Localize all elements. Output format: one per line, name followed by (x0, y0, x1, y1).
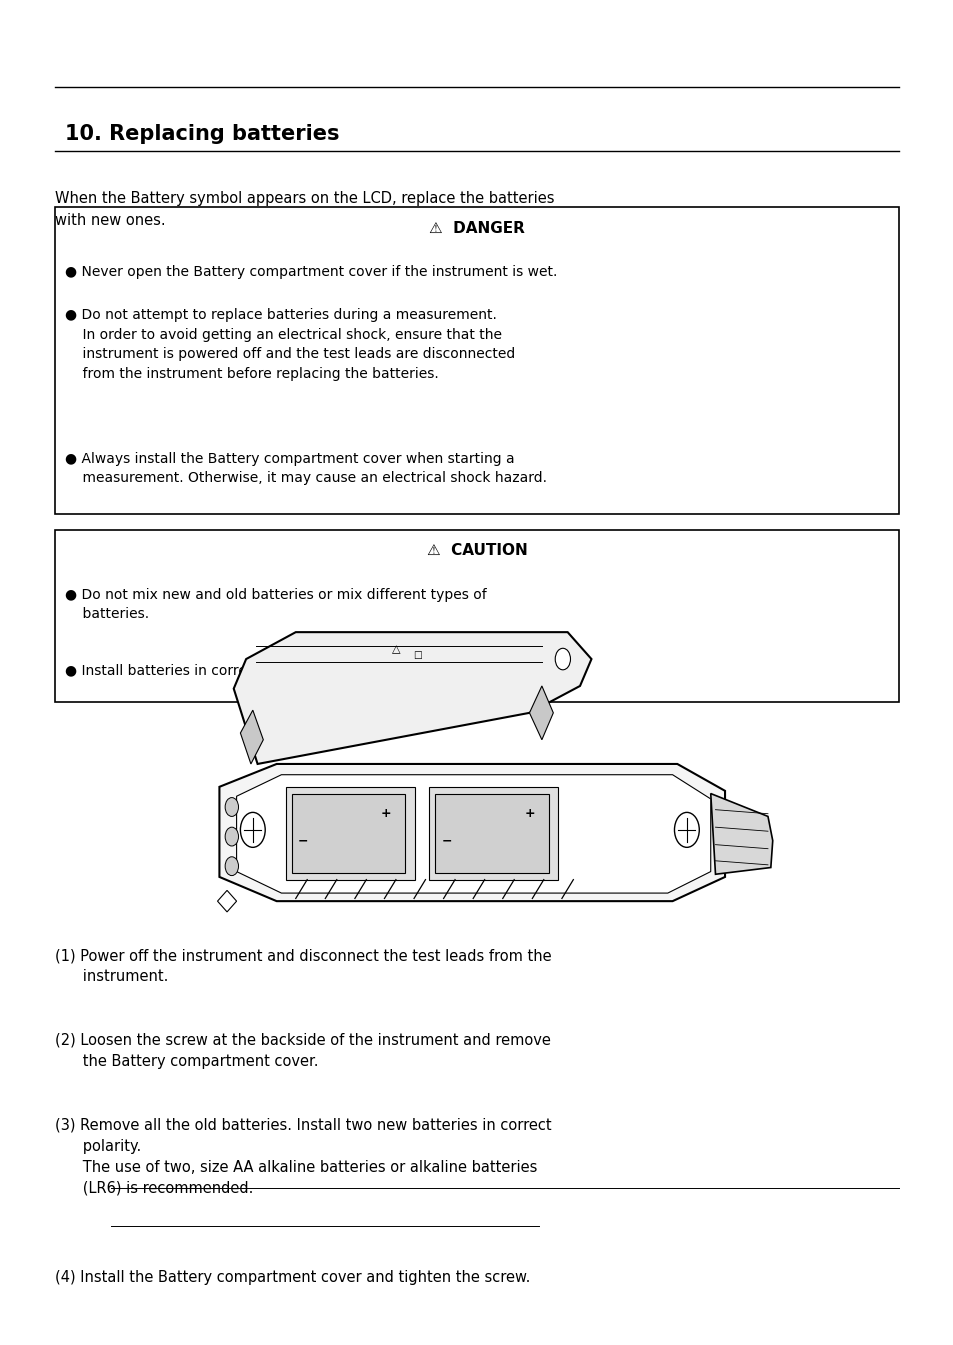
Circle shape (225, 857, 238, 876)
Polygon shape (529, 686, 553, 740)
FancyBboxPatch shape (435, 794, 548, 873)
FancyBboxPatch shape (55, 530, 898, 702)
Circle shape (225, 827, 238, 846)
Polygon shape (286, 787, 415, 880)
Text: ● Do not mix new and old batteries or mix different types of
    batteries.: ● Do not mix new and old batteries or mi… (65, 588, 486, 621)
Text: When the Battery symbol appears on the LCD, replace the batteries
with new ones.: When the Battery symbol appears on the L… (55, 191, 555, 229)
Text: +: + (523, 807, 535, 820)
Polygon shape (217, 890, 236, 912)
Polygon shape (233, 632, 591, 764)
Text: △: △ (392, 644, 399, 654)
Polygon shape (710, 794, 772, 874)
Polygon shape (236, 775, 710, 893)
Circle shape (240, 812, 265, 847)
Text: ● Do not attempt to replace batteries during a measurement.
    In order to avoi: ● Do not attempt to replace batteries du… (65, 308, 515, 381)
FancyBboxPatch shape (292, 794, 405, 873)
Circle shape (225, 798, 238, 816)
Text: 10. Replacing batteries: 10. Replacing batteries (65, 124, 339, 144)
Text: (1) Power off the instrument and disconnect the test leads from the
      instru: (1) Power off the instrument and disconn… (55, 948, 552, 985)
Text: ● Never open the Battery compartment cover if the instrument is wet.: ● Never open the Battery compartment cov… (65, 265, 557, 278)
Text: ● Always install the Battery compartment cover when starting a
    measurement. : ● Always install the Battery compartment… (65, 452, 546, 486)
Text: ● Install batteries in correct polarity as marked inside.: ● Install batteries in correct polarity … (65, 664, 444, 678)
Circle shape (674, 812, 699, 847)
Polygon shape (429, 787, 558, 880)
Text: (4) Install the Battery compartment cover and tighten the screw.: (4) Install the Battery compartment cove… (55, 1270, 530, 1284)
FancyBboxPatch shape (55, 207, 898, 514)
Text: (2) Loosen the screw at the backside of the instrument and remove
      the Batt: (2) Loosen the screw at the backside of … (55, 1033, 551, 1069)
Text: ⚠  CAUTION: ⚠ CAUTION (426, 543, 527, 558)
Text: ⚠  DANGER: ⚠ DANGER (429, 221, 524, 235)
Text: +: + (380, 807, 392, 820)
Text: ☐: ☐ (413, 651, 422, 660)
Text: −: − (440, 834, 452, 847)
Circle shape (555, 648, 570, 670)
Text: −: − (297, 834, 309, 847)
Text: (3) Remove all the old batteries. Install two new batteries in correct
      pol: (3) Remove all the old batteries. Instal… (55, 1118, 552, 1196)
Polygon shape (219, 764, 724, 901)
Polygon shape (240, 710, 263, 764)
